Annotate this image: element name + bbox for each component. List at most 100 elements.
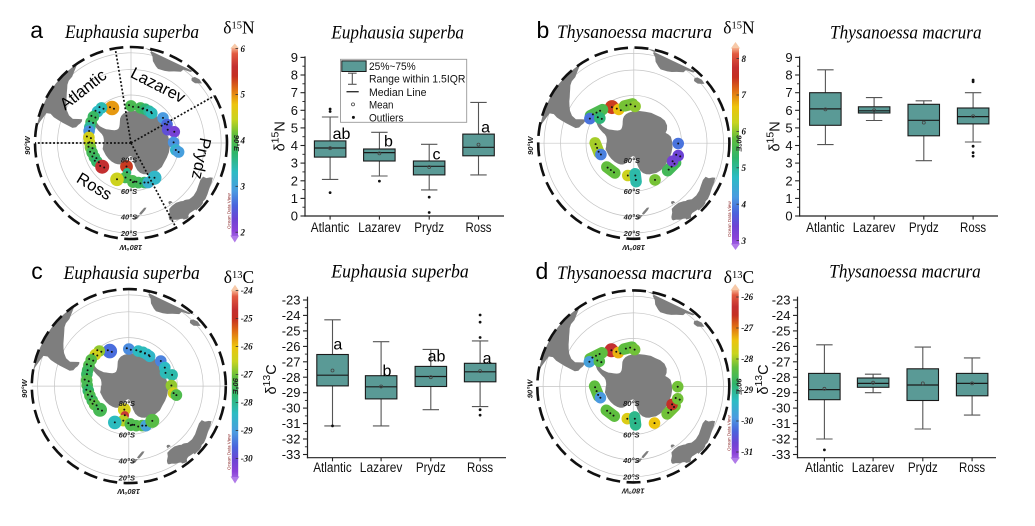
svg-text:-26: -26	[241, 342, 253, 352]
svg-text:-25: -25	[282, 323, 301, 338]
svg-text:2: 2	[291, 173, 298, 188]
svg-text:a: a	[30, 17, 43, 43]
svg-text:-30: -30	[772, 401, 791, 416]
svg-text:3: 3	[240, 182, 246, 192]
svg-text:-28: -28	[741, 354, 753, 364]
svg-text:δ13C: δ13C	[224, 267, 254, 287]
svg-text:0: 0	[291, 209, 298, 224]
svg-text:d: d	[536, 258, 549, 284]
svg-text:90°E: 90°E	[232, 135, 241, 152]
svg-text:c: c	[433, 147, 441, 164]
svg-text:180°W: 180°W	[621, 486, 645, 495]
svg-text:6: 6	[785, 103, 792, 118]
svg-text:0: 0	[785, 209, 792, 224]
svg-text:8: 8	[291, 68, 298, 83]
svg-text:δ13C: δ13C	[724, 267, 754, 287]
svg-text:1: 1	[785, 191, 792, 206]
svg-text:1: 1	[291, 191, 298, 206]
svg-text:3: 3	[785, 156, 792, 171]
svg-text:40°S: 40°S	[118, 456, 135, 465]
svg-text:60°S: 60°S	[624, 187, 640, 196]
svg-text:Euphausia superba: Euphausia superba	[63, 263, 200, 284]
svg-text:2: 2	[785, 173, 792, 188]
svg-text:-28: -28	[772, 370, 791, 385]
svg-text:5: 5	[291, 120, 298, 135]
svg-text:90°E: 90°E	[734, 378, 743, 395]
svg-text:90°W: 90°W	[526, 136, 535, 155]
svg-text:180°W: 180°W	[119, 243, 143, 252]
svg-text:3: 3	[291, 156, 298, 171]
svg-text:Range within 1.5IQR: Range within 1.5IQR	[369, 74, 465, 86]
svg-text:6: 6	[291, 103, 298, 118]
svg-text:80°S: 80°S	[624, 156, 640, 165]
svg-text:Ross: Ross	[465, 220, 491, 235]
svg-text:-26: -26	[772, 339, 791, 354]
svg-text:δ15N: δ15N	[765, 121, 784, 151]
svg-text:Thysanoessa macrura: Thysanoessa macrura	[557, 263, 712, 284]
svg-text:9: 9	[291, 50, 298, 65]
svg-text:Ocean Data View: Ocean Data View	[226, 193, 231, 229]
svg-text:6: 6	[742, 127, 747, 137]
svg-text:20°S: 20°S	[118, 473, 135, 482]
svg-text:60°S: 60°S	[119, 431, 135, 440]
svg-text:Ocean Data View: Ocean Data View	[727, 201, 732, 237]
svg-text:Ocean Data View: Ocean Data View	[727, 415, 732, 451]
svg-text:80°S: 80°S	[119, 399, 135, 408]
svg-text:Euphausia superba: Euphausia superba	[64, 22, 199, 43]
svg-text:25%~75%: 25%~75%	[369, 61, 416, 73]
svg-text:Mean: Mean	[369, 100, 394, 112]
svg-text:40°S: 40°S	[623, 212, 640, 221]
svg-text:90°W: 90°W	[525, 379, 534, 398]
svg-text:Lazarev: Lazarev	[360, 460, 403, 475]
svg-text:ab: ab	[333, 126, 351, 143]
svg-text:c: c	[31, 258, 43, 284]
svg-text:-24: -24	[282, 308, 301, 323]
svg-text:a: a	[333, 337, 342, 354]
svg-text:-27: -27	[282, 354, 301, 369]
svg-text:-26: -26	[741, 292, 753, 302]
svg-text:Ocean Data View: Ocean Data View	[227, 434, 232, 470]
svg-text:-25: -25	[772, 323, 791, 338]
svg-text:Lazarev: Lazarev	[852, 460, 895, 475]
svg-text:-26: -26	[282, 339, 301, 354]
svg-text:Atlantic: Atlantic	[313, 460, 352, 475]
svg-text:7: 7	[785, 85, 792, 100]
svg-text:-23: -23	[772, 293, 791, 308]
svg-text:δ15N: δ15N	[223, 18, 255, 38]
svg-text:-33: -33	[282, 447, 301, 462]
svg-text:Thysanoessa macrura: Thysanoessa macrura	[557, 22, 712, 43]
svg-text:δ13C: δ13C	[261, 364, 280, 394]
svg-text:Prydz: Prydz	[414, 220, 444, 235]
svg-text:80°S: 80°S	[121, 156, 137, 165]
svg-text:Thysanoessa macrura: Thysanoessa macrura	[829, 262, 981, 283]
svg-text:-23: -23	[282, 293, 301, 308]
svg-text:4: 4	[785, 138, 792, 153]
svg-text:-29: -29	[772, 385, 791, 400]
svg-text:-28: -28	[282, 370, 301, 385]
svg-text:-32: -32	[772, 432, 791, 447]
svg-text:-31: -31	[741, 447, 753, 457]
svg-text:8: 8	[785, 68, 792, 83]
svg-text:20°S: 20°S	[120, 229, 137, 238]
svg-text:ab: ab	[428, 349, 446, 366]
svg-text:Atlantic: Atlantic	[806, 220, 845, 235]
svg-text:4: 4	[240, 136, 246, 146]
svg-text:20°S: 20°S	[622, 473, 639, 482]
svg-text:Median Line: Median Line	[369, 87, 427, 99]
svg-text:5: 5	[742, 163, 747, 173]
svg-text:Atlantic: Atlantic	[311, 220, 350, 235]
svg-text:180°W: 180°W	[117, 487, 141, 496]
svg-text:-30: -30	[241, 454, 253, 464]
svg-text:-29: -29	[741, 385, 753, 395]
svg-text:δ15N: δ15N	[723, 18, 755, 38]
svg-text:20°S: 20°S	[623, 229, 640, 238]
svg-text:3: 3	[741, 236, 747, 246]
svg-text:Prydz: Prydz	[908, 460, 938, 475]
svg-text:Atlantic: Atlantic	[805, 460, 844, 475]
svg-text:90°E: 90°E	[231, 378, 240, 395]
svg-text:-24: -24	[772, 308, 791, 323]
svg-text:4: 4	[741, 199, 747, 209]
svg-text:-31: -31	[282, 416, 301, 431]
svg-text:Prydz: Prydz	[909, 220, 939, 235]
svg-text:-25: -25	[241, 314, 253, 324]
